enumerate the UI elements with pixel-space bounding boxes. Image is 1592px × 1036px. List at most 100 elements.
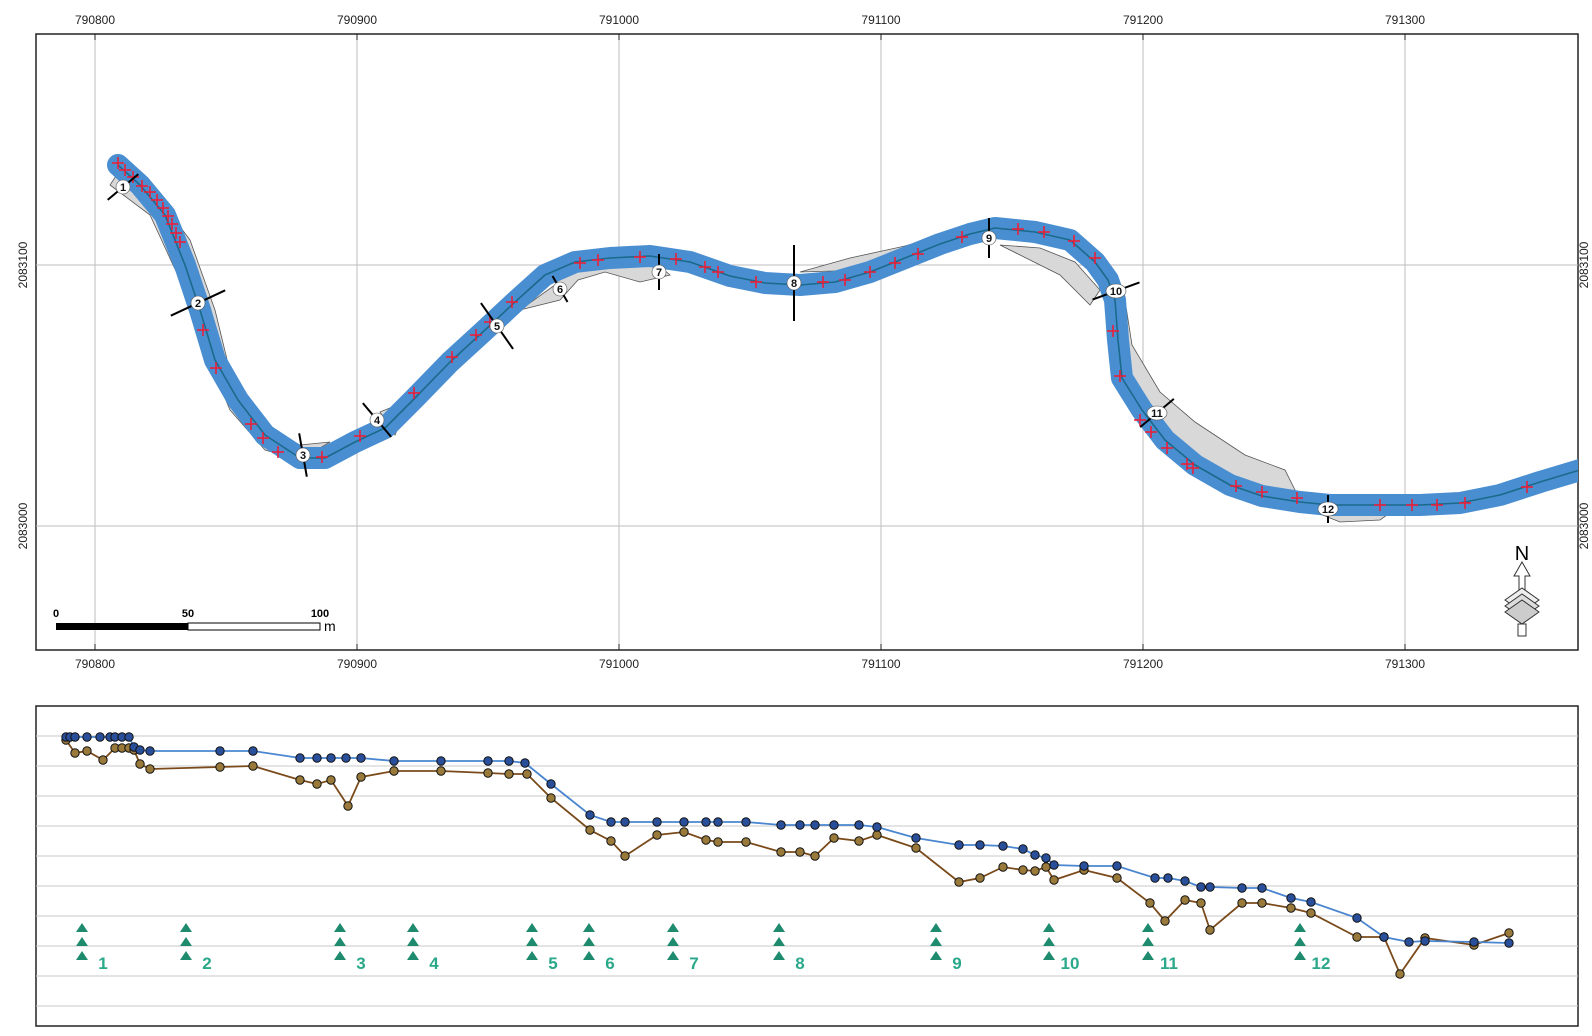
survey-point-icon (506, 296, 518, 308)
water-surface-point (1180, 876, 1190, 886)
bed-point (356, 772, 366, 782)
section-label-badge (115, 179, 131, 195)
water-surface-point (326, 753, 336, 763)
water-surface-point (701, 817, 711, 827)
bed-point (546, 793, 556, 803)
profile-section-label: 7 (689, 954, 698, 973)
map-section-label: 7 (656, 267, 662, 279)
bed-series (61, 735, 1514, 979)
survey-point-icon (112, 157, 124, 169)
survey-point-icon (470, 329, 482, 341)
survey-point-icon (889, 257, 901, 269)
water-surface-point (1379, 932, 1389, 942)
survey-point-icon (1114, 370, 1126, 382)
survey-point-icon (151, 194, 163, 206)
water-surface-point (975, 840, 985, 850)
survey-point-icon (817, 276, 829, 288)
map-section-label: 11 (1151, 408, 1163, 420)
water-surface-point (679, 817, 689, 827)
x-tick-top: 791200 (1123, 13, 1163, 27)
bed-point (606, 836, 616, 846)
bed-point (1030, 866, 1040, 876)
survey-point-icon (354, 430, 366, 442)
north-arrow-icon: N (1504, 543, 1540, 637)
section-label-badge (369, 412, 385, 428)
water-surface-point (1112, 861, 1122, 871)
water-surface-point (215, 746, 225, 756)
map-section-label: 8 (791, 278, 797, 290)
water-surface-point (1352, 913, 1362, 923)
survey-point-icon (1521, 481, 1533, 493)
section-label-badge (981, 230, 997, 246)
survey-point-icon (699, 261, 711, 273)
water-surface-point (1237, 883, 1247, 893)
section-label-badge (1317, 501, 1339, 517)
profile-section-label: 3 (356, 954, 365, 973)
bed-point (98, 755, 108, 765)
profile-section-label: 11 (1160, 954, 1178, 973)
water-surface-point (1306, 897, 1316, 907)
profile-series (61, 732, 1514, 979)
survey-point-icon (119, 164, 131, 176)
bed-point (135, 759, 145, 769)
survey-point-icon (166, 218, 178, 230)
water-surface-point (911, 833, 921, 843)
section-marker-icon (407, 923, 419, 960)
bed-point (1395, 969, 1405, 979)
bed-point (701, 835, 711, 845)
water-surface-point (82, 732, 92, 742)
profile-section-label: 6 (605, 954, 614, 973)
section-marker-icon (1142, 923, 1154, 960)
water-surface-point (1079, 861, 1089, 871)
water-surface-point (1049, 860, 1059, 870)
bed-point (713, 837, 723, 847)
bed-point (911, 843, 921, 853)
map-section-label: 6 (557, 284, 563, 296)
survey-point-icon (272, 446, 284, 458)
bed-point (1049, 875, 1059, 885)
section-label-badge (190, 295, 206, 311)
bed-point (248, 761, 258, 771)
survey-point-icon (1012, 223, 1024, 235)
survey-points (112, 157, 1533, 511)
bed-point (810, 851, 820, 861)
profile-section-label: 5 (548, 954, 557, 973)
map-axis-labels: 7908007908007909007909007910007910007911… (16, 13, 1591, 671)
bed-point (620, 851, 630, 861)
survey-point-icon (1406, 499, 1418, 511)
water-surface-point (546, 779, 556, 789)
survey-point-icon (1068, 235, 1080, 247)
survey-point-icon (1256, 486, 1268, 498)
water-surface-point (1404, 937, 1414, 947)
survey-point-icon (956, 231, 968, 243)
survey-point-icon (634, 251, 646, 263)
section-label-badge (489, 318, 505, 334)
profile-section-label: 9 (952, 954, 961, 973)
map-section-label: 4 (374, 415, 381, 427)
bed-point (854, 836, 864, 846)
section-marker-icon (1294, 923, 1306, 960)
water-surface-point (312, 753, 322, 763)
y-tick-left: 2083100 (16, 241, 30, 288)
bed-point (82, 746, 92, 756)
water-surface-point (95, 732, 105, 742)
water-surface-point (248, 746, 258, 756)
map-section-label: 12 (1322, 504, 1334, 516)
scale-unit: m (324, 618, 336, 634)
water-surface-point (1018, 844, 1028, 854)
x-tick-bottom: 791100 (861, 657, 900, 671)
x-tick-top: 790800 (75, 13, 115, 27)
y-tick-right: 2083000 (1577, 502, 1591, 549)
bed-point (295, 775, 305, 785)
bed-point (504, 769, 514, 779)
bed-point (483, 768, 493, 778)
survey-point-icon (712, 266, 724, 278)
bed-point (954, 877, 964, 887)
survey-point-icon (1431, 499, 1443, 511)
survey-point-icon (912, 248, 924, 260)
water-surface-point (1286, 893, 1296, 903)
survey-point-icon (162, 210, 174, 222)
water-surface-point (810, 820, 820, 830)
